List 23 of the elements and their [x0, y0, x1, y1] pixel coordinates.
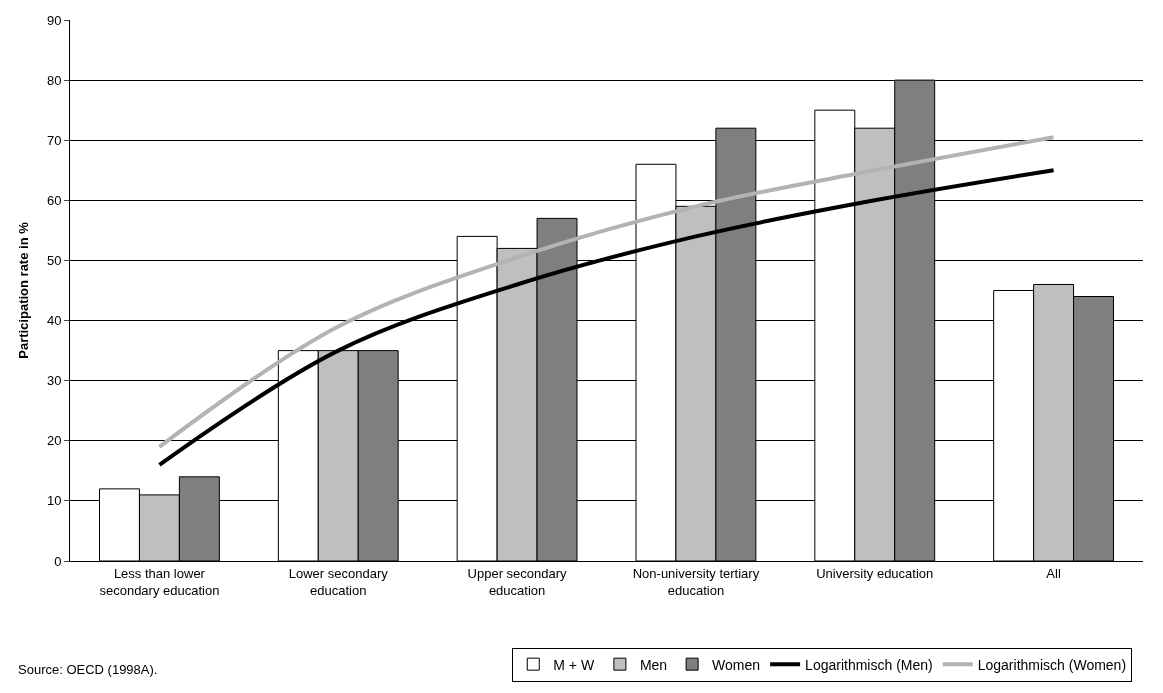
y-tick-label: 70	[46, 132, 62, 148]
x-tick-label: Lower secondary education	[288, 565, 389, 598]
x-tick-label: University education	[816, 565, 934, 581]
legend-label: M + W	[553, 656, 595, 673]
y-tick-label: 80	[46, 72, 62, 88]
y-tick-label: 90	[46, 12, 62, 28]
legend-label: Men	[639, 656, 668, 673]
x-tick-label: Non-university tertiary education	[632, 565, 760, 598]
source-note: Source: OECD (1998A).	[18, 662, 158, 677]
x-tick-label: Upper secondary education	[467, 565, 568, 598]
y-tick-label: 30	[46, 373, 62, 389]
y-tick-label: 40	[46, 313, 62, 329]
y-tick-label: 50	[46, 252, 62, 268]
y-tick-label: 10	[46, 493, 62, 509]
y-tick-label: 60	[46, 192, 62, 208]
x-tick-label: All	[1046, 565, 1061, 581]
legend-label: Logarithmisch (Men)	[805, 656, 933, 673]
y-tick-label: 20	[46, 433, 62, 449]
legend-label: Logarithmisch (Women)	[977, 656, 1127, 673]
y-axis-title: Participation rate in %	[15, 221, 31, 359]
x-tick-label: Less than lower secondary education	[99, 565, 220, 598]
legend-label: Women	[712, 656, 761, 673]
y-tick-label: 0	[54, 553, 62, 569]
